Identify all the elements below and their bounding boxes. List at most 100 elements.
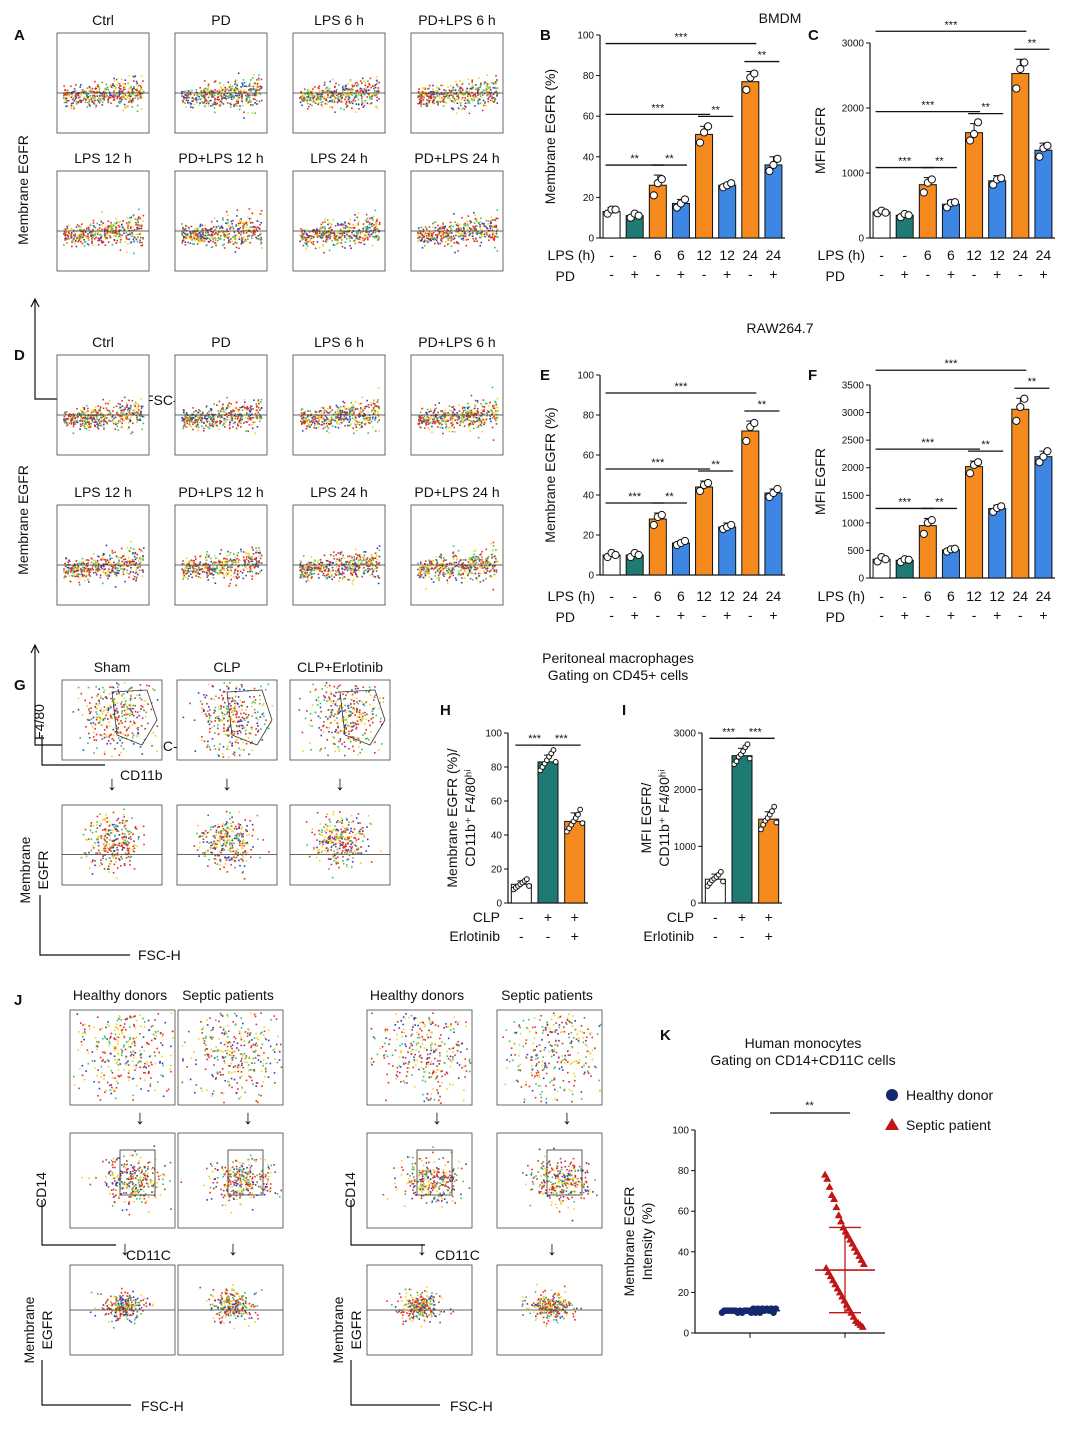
facs-D-plot-3-event <box>470 412 472 414</box>
facs-A-plot-5-event <box>250 235 253 237</box>
facs-D-plot-1-event <box>239 422 241 424</box>
facs-D-plot-3-event <box>491 386 494 389</box>
facs-A-plot-3-event <box>449 99 452 102</box>
facs-A-plot-1-event <box>247 96 249 98</box>
facs-A-plot-6-event <box>308 240 311 243</box>
facs-A-plot-3-event <box>448 95 450 98</box>
facs-A-plot-6-event <box>306 245 309 247</box>
facs-A-plot-4-event <box>125 232 128 234</box>
facs-A-plot-6-event <box>323 227 325 229</box>
facs-A-plot-0-event <box>97 84 99 86</box>
facs-A-plot-4-event <box>97 237 100 239</box>
facs-A-plot-0-event <box>135 80 138 83</box>
facs-A-plot-1-event <box>236 94 238 97</box>
facs-D-plot-2-event <box>369 418 371 421</box>
facs-A-plot-5-event <box>249 220 252 223</box>
facs-A-plot-0-event <box>138 95 140 97</box>
facs-A-plot-0-event <box>110 94 113 97</box>
facs-A-plot-3-event <box>457 98 460 101</box>
facs-D-plot-1-event <box>230 410 232 412</box>
facs-A-plot-3-event <box>495 74 497 77</box>
facs-D-label-4: LPS 12 h <box>74 484 132 500</box>
facs-A-plot-0-event <box>92 99 95 101</box>
facs-D-plot-0-event <box>117 402 120 405</box>
facs-A-plot-1-event <box>237 100 239 103</box>
facs-D-plot-1-event <box>244 417 247 419</box>
facs-D-plot-1-event <box>182 419 185 422</box>
facs-A-plot-3-event <box>420 103 423 105</box>
facs-A-plot-5-event <box>224 234 227 237</box>
facs-A-plot-3-event <box>468 112 471 115</box>
facs-A-plot-5-event <box>193 237 196 240</box>
facs-A-plot-2-event <box>351 84 354 87</box>
facs-D-plot-0-event <box>63 420 65 423</box>
facs-D-plot-2-event <box>350 406 353 409</box>
facs-A-plot-6-event <box>327 223 329 226</box>
facs-D-plot-2-event <box>360 402 362 405</box>
facs-A-plot-3-event <box>467 95 469 97</box>
facs-A-plot-4-event <box>114 232 117 234</box>
facs-A-plot-6-event <box>353 227 355 229</box>
facs-A-plot-5-event <box>252 232 255 234</box>
facs-A-plot-7-event <box>473 240 475 242</box>
facs-A-plot-1-event <box>255 103 258 105</box>
facs-A-plot-6-event <box>366 225 369 228</box>
facs-A-plot-6-event <box>308 231 311 233</box>
facs-A-plot-3-event <box>430 96 433 98</box>
facs-A-plot-1-event <box>227 97 230 99</box>
facs-A-plot-7-event <box>421 236 424 239</box>
facs-D-plot-0-event <box>123 407 126 409</box>
facs-D-plot-0-event <box>64 418 67 420</box>
facs-A-plot-4-event <box>140 227 143 230</box>
facs-A-plot-7-event <box>478 221 480 224</box>
facs-A-plot-7-event <box>490 216 493 219</box>
facs-D-plot-3-event <box>462 421 464 424</box>
facs-D-plot-1-event <box>191 418 194 421</box>
facs-A-plot-2-event <box>361 102 363 105</box>
facs-A-plot-0-event <box>125 106 127 109</box>
facs-A-plot-2-event <box>320 104 323 106</box>
facs-D-plot-2-event <box>320 423 323 426</box>
facs-D-plot-1-event <box>197 426 200 429</box>
facs-A-plot-0-event <box>74 89 77 92</box>
facs-A-plot-7-event <box>463 225 466 227</box>
facs-A-plot-6-event <box>301 232 304 234</box>
facs-D-plot-1-event <box>252 421 255 424</box>
facs-A-plot-5-event <box>236 209 239 212</box>
facs-D-plot-0-event <box>133 404 135 406</box>
facs-D-plot-0-event <box>130 416 132 418</box>
facs-D-plot-1-event <box>248 413 250 415</box>
facs-D-plot-1-event <box>195 424 197 426</box>
facs-A-plot-4-event <box>88 231 91 234</box>
facs-A-plot-4-event <box>64 234 66 237</box>
facs-D-plot-2-event <box>313 414 315 417</box>
facs-D-plot-3-event <box>495 412 497 415</box>
facs-A-plot-7-event <box>468 230 471 233</box>
facs-A-plot-2-event <box>309 90 312 93</box>
facs-A-plot-4-event <box>74 233 77 236</box>
facs-A-plot-3-event <box>445 94 448 96</box>
facs-A-plot-6-event <box>329 226 332 229</box>
facs-D-plot-2-event <box>307 410 309 412</box>
facs-A-plot-5-event <box>199 237 202 239</box>
facs-A-plot-6-event <box>357 224 360 226</box>
facs-D-plot-0-event <box>94 421 96 423</box>
facs-A-plot-0-event <box>94 99 96 102</box>
facs-A-plot-7-event <box>422 235 424 237</box>
facs-A-plot-5-frame <box>174 170 268 272</box>
facs-A-plot-5-event <box>196 235 198 238</box>
facs-A-plot-6-event <box>338 237 340 239</box>
facs-A-plot-6-event <box>321 237 324 239</box>
facs-D-plot-1-event <box>219 410 222 413</box>
facs-A-plot-3-event <box>457 107 460 110</box>
facs-D-plot-2-event <box>350 423 353 425</box>
facs-A-plot-5-event <box>210 234 213 236</box>
facs-A-plot-7-event <box>431 238 433 240</box>
facs-G-label-0: Sham <box>94 659 131 675</box>
facs-D-label-3: PD+LPS 6 h <box>418 334 495 350</box>
facs-A-plot-4-event <box>97 233 99 235</box>
facs-A-plot-2-event <box>375 105 378 108</box>
facs-D-plot-1-event <box>250 418 252 421</box>
facs-A-plot-3-event <box>468 102 471 104</box>
facs-D-plot-0-event <box>94 406 97 408</box>
